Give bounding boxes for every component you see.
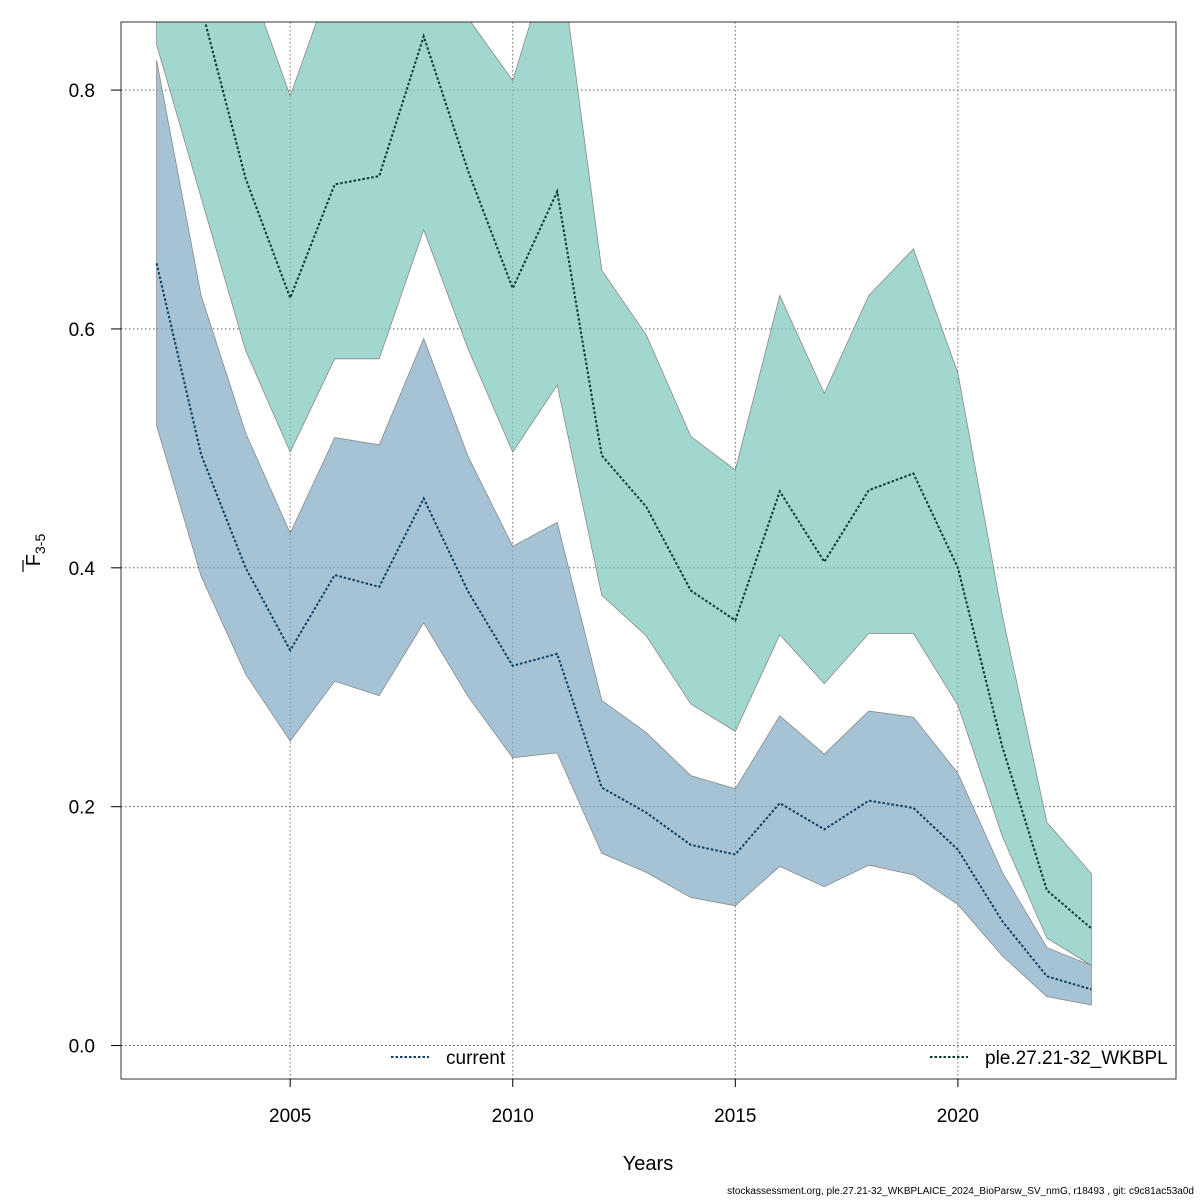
legend-label: current xyxy=(446,1048,506,1069)
series-line-current xyxy=(155,263,1092,991)
y-axis-title-main: F xyxy=(23,554,45,566)
legend: current ple.27.21-32_WKBPL xyxy=(391,1048,1168,1069)
y-tick-label: 0.0 xyxy=(69,1037,95,1058)
y-tick-label: 0.8 xyxy=(69,81,95,102)
footer-note: stockassessment.org, ple.27.21-32_WKBPLA… xyxy=(727,1186,1194,1197)
x-axis: 2005 2010 2015 2020 xyxy=(269,1079,979,1127)
y-tick-label: 0.6 xyxy=(69,320,95,341)
series-line-wkbpl xyxy=(204,22,1093,930)
confidence-band-current xyxy=(156,60,1092,1006)
x-axis-title: Years xyxy=(623,1153,673,1175)
x-tick-label: 2020 xyxy=(937,1106,979,1127)
series-lines xyxy=(155,22,1093,991)
y-tick-label: 0.4 xyxy=(69,559,96,580)
y-axis-title-subscript: 3-5 xyxy=(32,534,48,554)
x-tick-label: 2010 xyxy=(492,1106,534,1127)
y-axis: 0.0 0.2 0.4 0.6 0.8 xyxy=(69,81,121,1058)
svg-text:F3-5: F3-5 xyxy=(23,534,48,567)
legend-label: ple.27.21-32_WKBPL xyxy=(985,1048,1168,1069)
plot-frame xyxy=(120,21,1177,1080)
x-tick-label: 2005 xyxy=(269,1106,311,1127)
x-tick-label: 2015 xyxy=(714,1106,756,1127)
y-tick-label: 0.2 xyxy=(69,798,95,819)
confidence-bands xyxy=(156,22,1092,1006)
y-axis-title: F3-5 xyxy=(22,534,48,572)
